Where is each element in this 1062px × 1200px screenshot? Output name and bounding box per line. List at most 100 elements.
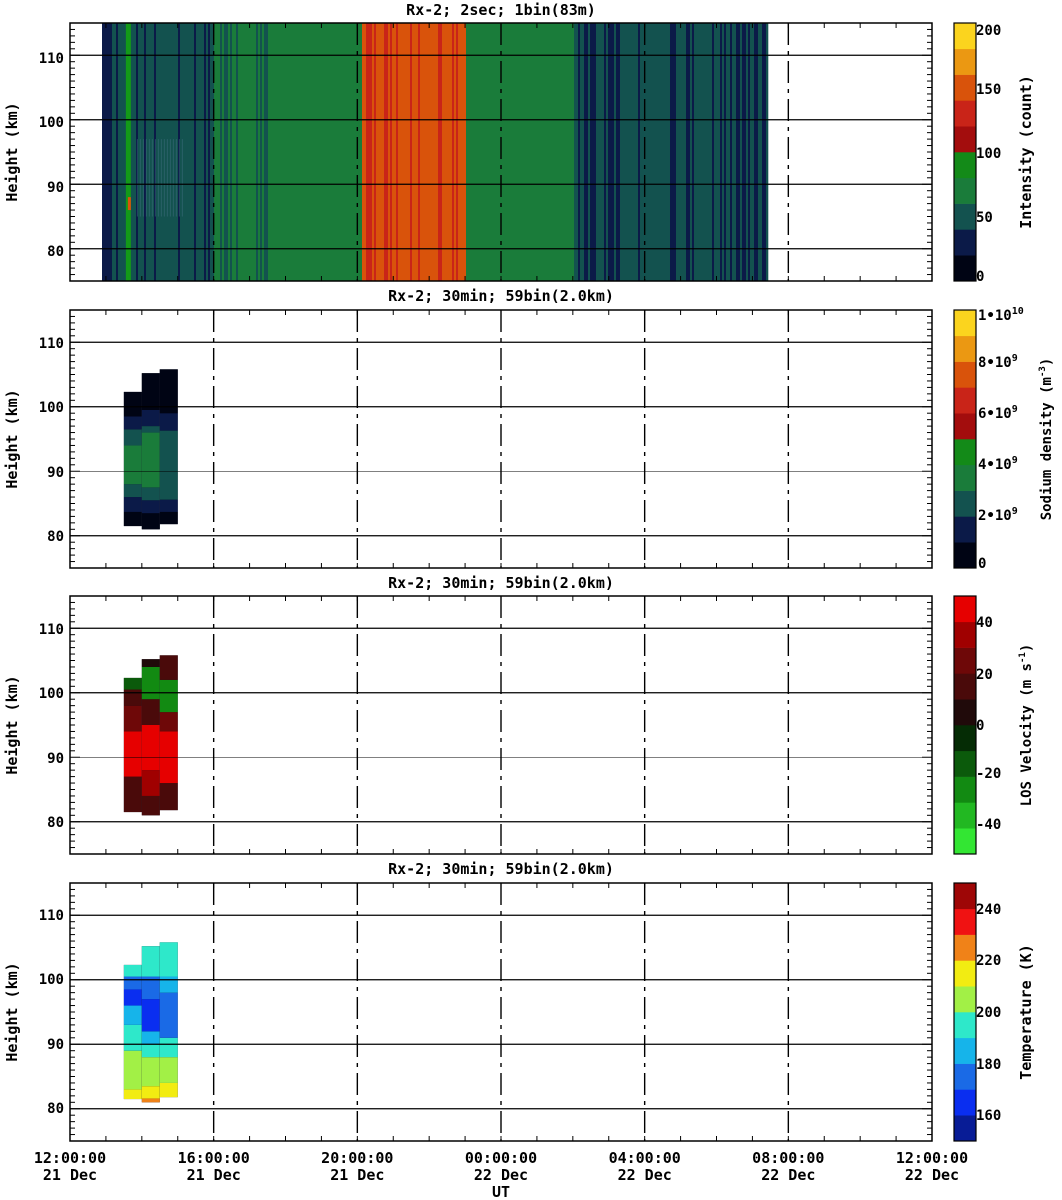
heatmap-column [734,23,737,281]
heatmap-column [752,23,755,281]
heatmap-column [562,23,565,281]
heatmap-column [382,23,385,281]
heatmap-column [760,23,763,281]
heatmap-column [204,23,207,281]
heatmap-column [600,23,603,281]
heatmap-column [540,23,543,281]
heatmap-column [758,23,761,281]
colorbar-swatch [954,908,976,935]
heatmap-column [420,23,423,281]
heatmap-column [226,23,229,281]
heatmap-column [288,23,291,281]
heatmap-column [706,23,709,281]
data-cell [141,513,160,530]
y-axis: 80 90 100 110 Height (km) [3,908,64,1117]
x-tick-date: 22 Dec [761,1166,815,1184]
heatmap-column [150,23,153,281]
heatmap-column [139,139,141,217]
heatmap-column [764,23,767,281]
colorbar-frame [953,309,977,569]
heatmap-column [414,23,417,281]
heatmap-column [674,23,677,281]
colorbar-tick-label: 0 [976,269,984,285]
panel-axes [69,309,933,569]
heatmap-column [240,23,243,281]
heatmap-column [574,23,577,281]
heatmap-column [480,23,483,281]
heatmap-column [736,23,739,281]
colorbar-swatch [954,310,976,337]
colorbar-tick-label: 8•109 [978,353,1018,371]
data-cell [123,416,142,430]
colorbar-swatch [954,255,976,282]
heatmap-column [268,23,271,281]
heatmap-column [274,23,277,281]
heatmap-column [360,23,363,281]
data-cell [123,1024,142,1051]
panel-title: Rx-2; 2sec; 1bin(83m) [406,1,596,19]
heatmap-column [392,23,395,281]
colorbar-swatch [954,516,976,543]
heatmap-column [604,23,607,281]
data-cell [123,429,142,446]
heatmap-column [186,23,189,281]
colorbar-frame [953,595,977,855]
axes-frames [69,22,933,1142]
heatmap-column [464,23,467,281]
heatmap-column [766,23,769,281]
heatmap-column [192,23,195,281]
heatmap-column [132,23,135,281]
heatmap-column [154,139,156,217]
heatmap-column [308,23,311,281]
heatmap-column [434,23,437,281]
heatmap-column [166,139,168,217]
heatmap-column [632,23,635,281]
heatmap-column [236,23,239,281]
heatmap-column [412,23,415,281]
heatmap-column [338,23,341,281]
sodium-density-cells [123,369,178,530]
heatmap-column [366,23,369,281]
data-cell [141,999,160,1032]
heatmap-column [116,23,119,281]
data-cell [159,511,178,525]
heatmap-column [190,23,193,281]
heatmap-column [358,23,361,281]
y-tick-label: 100 [39,686,64,702]
colorbar-swatch [954,776,976,803]
heatmap-column [566,23,569,281]
heatmap-column [424,23,427,281]
data-cell [123,1089,142,1100]
heatmap-column [558,23,561,281]
heatmap-column [570,23,573,281]
heatmap-column [438,23,441,281]
heatmap-column [156,23,159,281]
heatmap-column [175,139,177,217]
x-axis-label: UT [492,1183,510,1200]
heatmap-column [726,23,729,281]
colorbar-swatch [954,934,976,961]
heatmap-column [712,23,715,281]
heatmap-column [432,23,435,281]
heatmap-column [292,23,295,281]
colorbar-tick-label: 1•1010 [978,306,1024,324]
data-cell [141,426,160,433]
heatmap-column [532,23,535,281]
heatmap-column [606,23,609,281]
heatmap-column [762,23,765,281]
colorbar-tick-label: 2•109 [978,506,1018,524]
heatmap-column [718,23,721,281]
heatmap-column [370,23,373,281]
heatmap-column [256,23,259,281]
colorbar-intensity: 0 50 100 150 200 Intensity (count) [953,22,1035,285]
y-tick-label: 100 [39,400,64,416]
heatmap-column [448,23,451,281]
heatmap-column [656,23,659,281]
heatmap-column [124,23,127,281]
data-cell [123,731,142,777]
colorbar-tick-label: 200 [976,1005,1001,1021]
heatmap-column [376,23,379,281]
heatmap-column [542,23,545,281]
heatmap-column [294,23,297,281]
